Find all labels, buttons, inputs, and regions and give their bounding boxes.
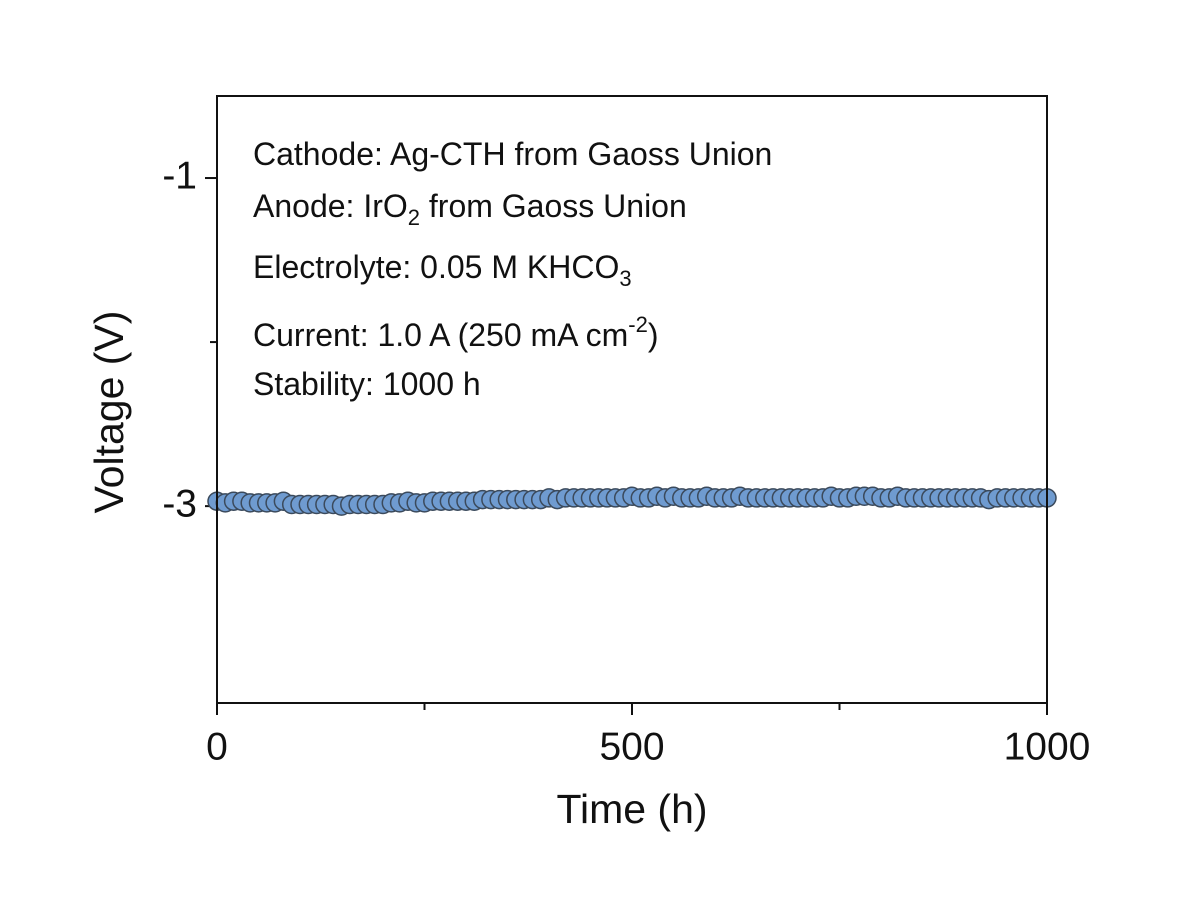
annotation: Current: 1.0 A (250 mA cm-2) (253, 312, 659, 354)
annotation-part: Anode: IrO (253, 188, 408, 224)
y-axis-label: Voltage (V) (86, 311, 132, 514)
annotation-part: Stability: 1000 h (253, 366, 481, 402)
x-tick-label: 0 (206, 725, 228, 768)
plot-frame (216, 95, 1048, 704)
y-tick-label: -3 (162, 482, 197, 525)
annotation: Electrolyte: 0.05 M KHCO3 (253, 249, 632, 290)
annotation-part: ) (648, 317, 659, 353)
annotation: Stability: 1000 h (253, 366, 481, 402)
y-tick-label: -1 (162, 154, 197, 197)
annotation-part: -2 (628, 312, 648, 337)
annotation-part: Current: 1.0 A (250 mA cm (253, 317, 628, 353)
annotation: Cathode: Ag-CTH from Gaoss Union (253, 136, 772, 172)
annotation: Anode: IrO2 from Gaoss Union (253, 188, 687, 229)
annotation-part: 2 (408, 205, 420, 230)
annotation-part: Cathode: Ag-CTH from Gaoss Union (253, 136, 772, 172)
annotation-part: 3 (619, 266, 631, 291)
x-axis-label: Time (h) (556, 786, 707, 832)
annotation-part: Electrolyte: 0.05 M KHCO (253, 249, 619, 285)
x-tick-label: 500 (599, 725, 664, 768)
annotation-part: from Gaoss Union (420, 188, 687, 224)
x-tick-label: 1000 (1004, 725, 1091, 768)
